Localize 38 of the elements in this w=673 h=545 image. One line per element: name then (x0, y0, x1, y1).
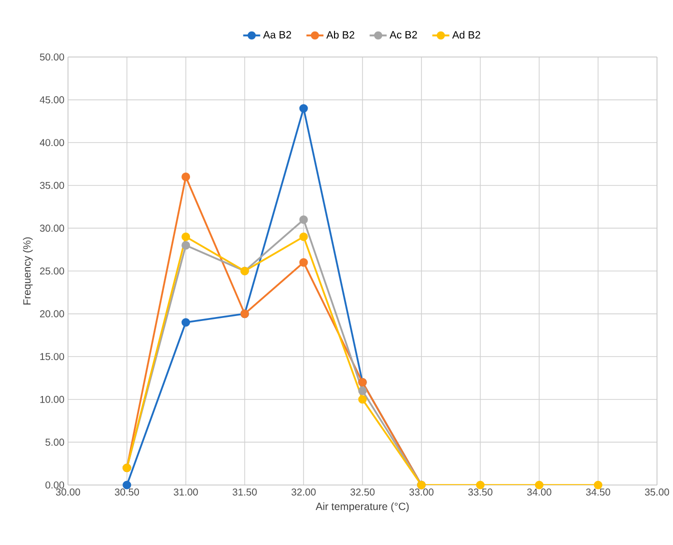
point (358, 386, 367, 396)
x-tick-label: 34.50 (586, 488, 610, 496)
y-tick-label: 0.00 (45, 481, 64, 489)
point (358, 395, 367, 404)
point (299, 215, 308, 224)
y-tick-label: 35.00 (40, 182, 64, 189)
legend-label: Ac B2 (390, 31, 417, 38)
x-tick-label: 32.50 (350, 488, 375, 496)
y-tick-label: 25.00 (40, 267, 64, 275)
legend-label: Aa B2 (263, 31, 292, 38)
y-tick-label: 10.00 (40, 396, 64, 403)
legend-label: Ab B2 (326, 30, 354, 39)
point (182, 318, 190, 327)
x-tick-label: 33.50 (468, 488, 492, 496)
x-tick-label: 32.00 (292, 488, 316, 496)
x-tick-label: 33.00 (409, 488, 434, 496)
x-tick-label: 30.00 (56, 488, 80, 496)
x-tick-label: 31.00 (174, 488, 198, 496)
point (299, 258, 308, 267)
point (182, 172, 190, 182)
y-axis-title: Frequency (%) (22, 237, 33, 304)
point (299, 232, 308, 242)
x-tick-label: 34.00 (527, 488, 552, 496)
x-tick-label: 30.50 (114, 488, 139, 496)
y-tick-label: 30.00 (40, 224, 64, 232)
y-tick-label: 5.00 (45, 438, 64, 446)
y-tick-label: 20.00 (40, 310, 64, 318)
x-tick-label: 31.50 (232, 488, 257, 496)
y-tick-label: 40.00 (40, 139, 64, 146)
point (299, 104, 308, 113)
point (182, 241, 190, 250)
legend-label: Ad B2 (452, 30, 480, 39)
y-tick-label: 15.00 (40, 353, 64, 360)
point (182, 232, 190, 242)
y-tick-label: 45.00 (40, 96, 64, 104)
x-tick-label: 35.00 (644, 488, 670, 496)
x-axis-title: Air temperature (°C) (316, 502, 409, 512)
y-tick-label: 50.00 (40, 53, 64, 61)
